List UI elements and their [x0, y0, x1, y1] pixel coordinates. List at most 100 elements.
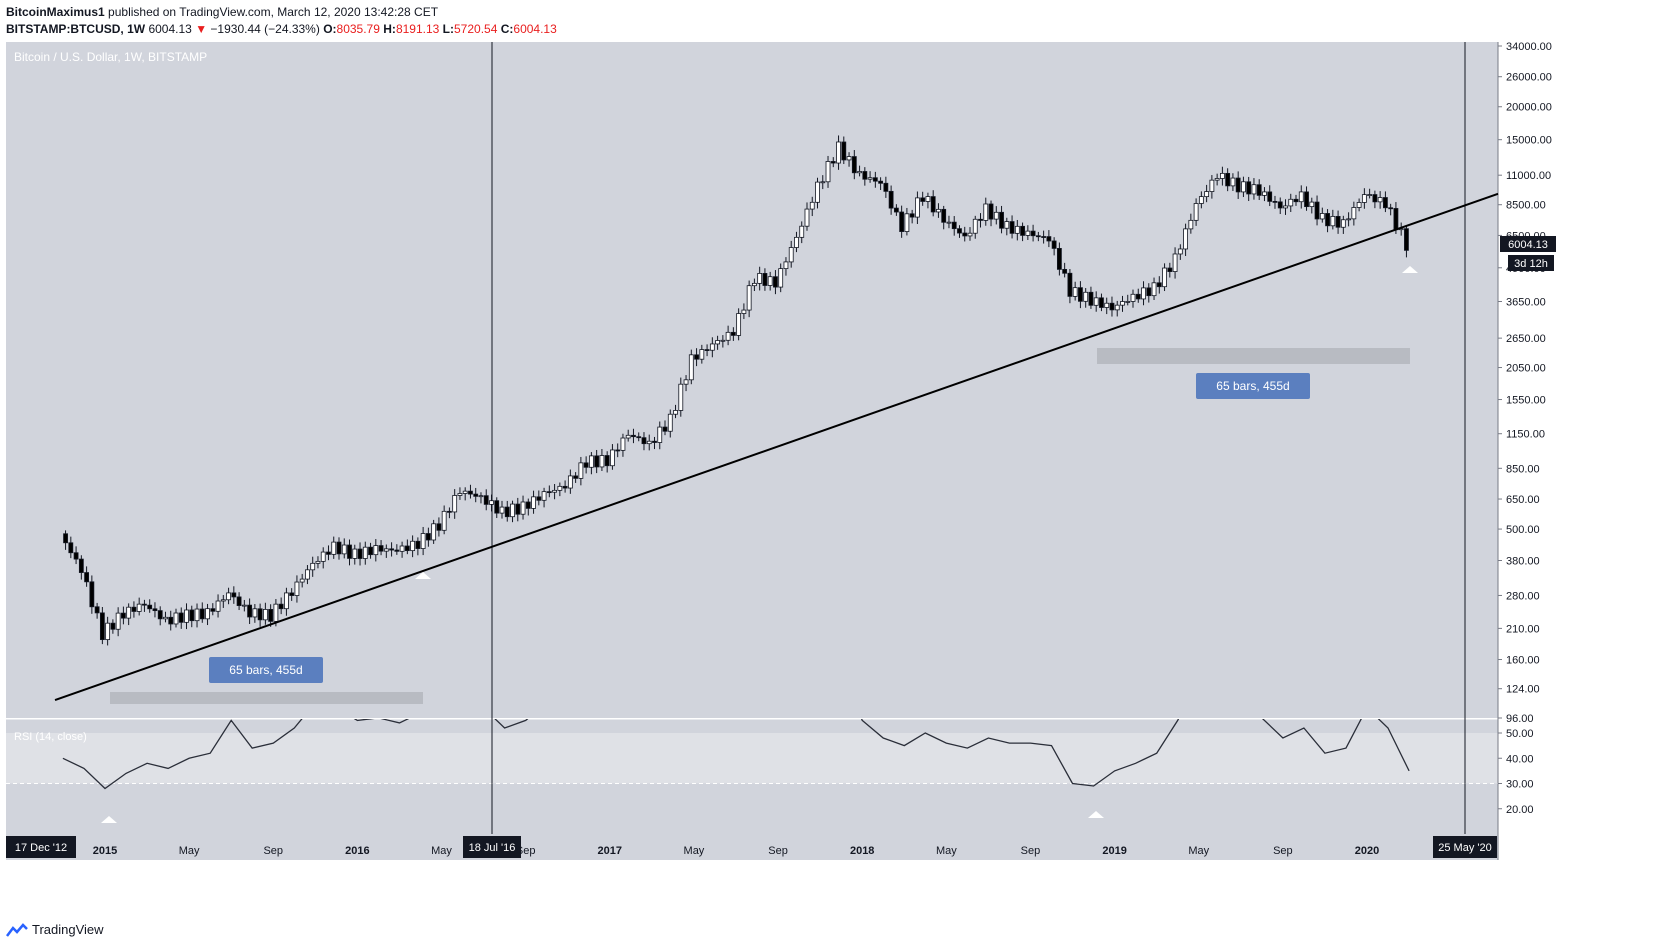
- candle: [694, 354, 699, 360]
- price-axis: [1498, 42, 1560, 860]
- candle: [962, 232, 968, 237]
- candle: [320, 551, 326, 562]
- candle: [189, 609, 195, 622]
- candle: [205, 608, 210, 620]
- author-name[interactable]: BitcoinMaximus1: [6, 5, 105, 19]
- open-value: 8035.79: [336, 22, 380, 36]
- candle: [478, 495, 484, 498]
- candle: [809, 201, 815, 210]
- candle: [1104, 302, 1110, 308]
- candle: [862, 171, 868, 180]
- candle: [741, 309, 747, 314]
- time-tick-label: May: [431, 845, 452, 857]
- candle: [904, 213, 910, 232]
- candle: [562, 485, 568, 489]
- candle: [646, 440, 652, 445]
- candle: [631, 434, 636, 438]
- up-arrow-icon: [101, 816, 117, 823]
- candle: [199, 608, 205, 620]
- price-tick-label: 20000.00: [1506, 102, 1552, 114]
- candle: [425, 533, 431, 541]
- candle: [1288, 198, 1294, 207]
- price-tick-label: 1150.00: [1506, 429, 1545, 441]
- candle: [1056, 248, 1062, 270]
- candle: [284, 592, 289, 610]
- candle: [757, 273, 763, 284]
- candle: [909, 213, 915, 218]
- candle: [1246, 181, 1252, 195]
- candle: [878, 180, 884, 184]
- candle: [946, 221, 952, 224]
- candle: [1141, 287, 1146, 300]
- candle: [268, 609, 274, 622]
- date-marker-box: [1433, 836, 1497, 858]
- candle: [489, 500, 494, 505]
- annotation-box: [209, 657, 323, 683]
- candle: [431, 523, 437, 541]
- candle: [1083, 291, 1089, 302]
- price-tick-label: 15000.00: [1506, 135, 1552, 147]
- candle: [1251, 184, 1257, 195]
- candle: [152, 608, 158, 612]
- time-tick-label: 2019: [1102, 845, 1126, 857]
- last-price-box: [1500, 236, 1556, 252]
- candle: [247, 604, 253, 618]
- up-arrow-icon: [415, 572, 431, 579]
- candle: [420, 533, 426, 549]
- candle: [936, 208, 941, 213]
- candle: [688, 354, 694, 381]
- time-tick-label: May: [1188, 845, 1209, 857]
- candle: [1262, 191, 1267, 196]
- candle: [867, 177, 873, 180]
- candle: [825, 161, 831, 183]
- candle: [504, 506, 510, 518]
- candle: [94, 606, 100, 614]
- candle: [1351, 207, 1357, 220]
- footer-brand[interactable]: TradingView: [32, 922, 104, 937]
- down-arrow-icon: ▼: [195, 22, 208, 36]
- candle: [930, 196, 936, 213]
- candle: [499, 506, 505, 514]
- candle: [441, 510, 447, 531]
- candle: [883, 182, 889, 192]
- candle: [893, 207, 899, 213]
- close-label: C:: [500, 22, 514, 36]
- candle: [1383, 197, 1388, 209]
- candle: [978, 218, 983, 221]
- candle: [652, 440, 657, 443]
- trendline: [54, 192, 1499, 702]
- candle: [1030, 230, 1036, 237]
- candle: [836, 141, 841, 164]
- candle: [746, 285, 752, 311]
- candle: [1335, 215, 1341, 228]
- candle: [310, 562, 316, 571]
- candle: [483, 495, 489, 505]
- candle: [142, 603, 147, 606]
- candle: [752, 282, 757, 287]
- candle: [783, 261, 789, 270]
- price-tick-label: 26000.00: [1506, 72, 1552, 84]
- candle: [1020, 225, 1025, 236]
- candle: [278, 603, 284, 610]
- candle: [473, 493, 479, 497]
- candle: [1325, 213, 1330, 227]
- candle: [641, 437, 647, 445]
- candle: [788, 247, 794, 263]
- candle: [1135, 293, 1141, 300]
- candle: [1067, 272, 1073, 297]
- rsi-tick-label: 50.00: [1506, 728, 1534, 740]
- candle: [967, 232, 973, 237]
- price-tick-label: 650.00: [1506, 494, 1540, 506]
- candle: [1209, 179, 1215, 192]
- candle: [820, 181, 826, 184]
- candle: [331, 541, 337, 555]
- annotation-label: 65 bars, 455d: [229, 663, 302, 677]
- candle: [1072, 287, 1078, 297]
- time-tick-label: 2018: [850, 845, 874, 857]
- ohlc-line: BITSTAMP:BTCUSD, 1W 6004.13 ▼ −1930.44 (…: [6, 22, 557, 36]
- candle: [126, 606, 132, 619]
- candle: [1130, 293, 1136, 302]
- time-tick-label: 2015: [93, 845, 117, 857]
- countdown-box: [1508, 255, 1554, 271]
